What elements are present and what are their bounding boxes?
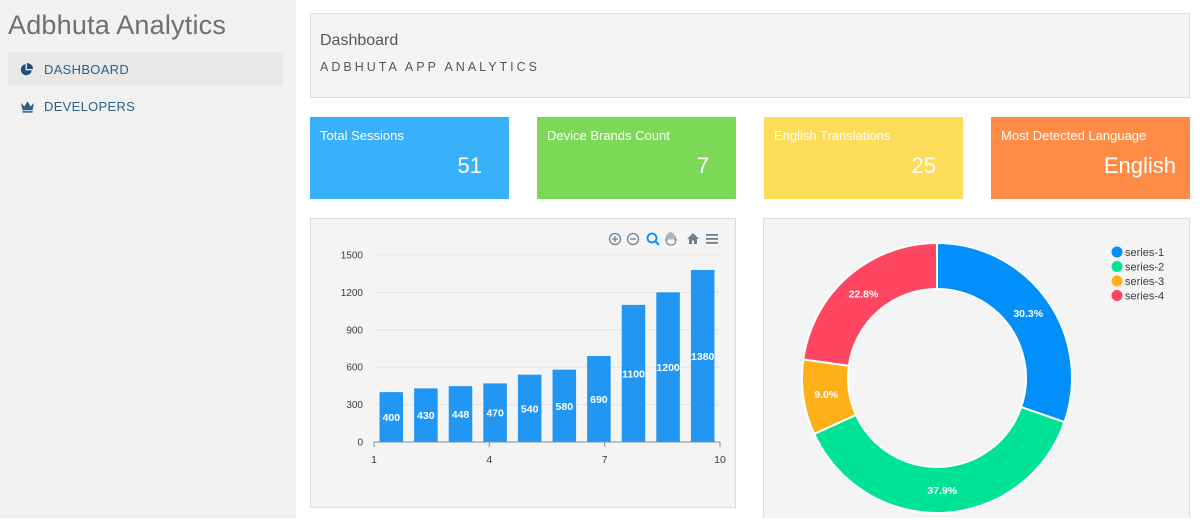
stat-value: 25 [911,153,936,178]
stat-card-total-sessions: Total Sessions 51 [310,117,509,199]
stat-card-device-brands: Device Brands Count 7 [537,117,736,199]
donut-data-label: 37.9% [927,485,957,497]
stat-value: 7 [696,153,709,178]
legend-label: series-3 [1125,276,1164,288]
x-tick-label: 1 [371,454,377,466]
zoom-in-icon[interactable] [608,232,622,246]
legend-item-series-3[interactable]: series-3 [1111,275,1165,289]
home-icon[interactable] [687,233,699,244]
y-tick-label: 1500 [341,251,364,262]
pie-chart-icon [20,62,40,76]
bar[interactable] [621,304,646,442]
y-tick-label: 900 [346,325,363,336]
sidebar: Adbhuta Analytics DASHBOARD DEVELOPERS [0,0,296,518]
bar-data-label: 470 [486,408,504,420]
bar[interactable] [656,292,680,442]
legend-item-series-2[interactable]: series-2 [1111,261,1165,274]
donut-slice-series-4[interactable] [802,241,938,367]
legend-item-series-1[interactable]: series-1 [1111,246,1165,260]
legend-label: series-1 [1125,247,1164,259]
bar-chart: 1500 1200 900 600 300 0 400 430 448 470 540 580 690… [341,231,726,466]
legend-marker [1111,290,1123,301]
bar[interactable] [448,386,473,442]
legend-item-series-4[interactable]: series-4 [1111,290,1165,303]
pan-hand-icon[interactable] [665,231,677,246]
legend-marker [1111,261,1123,272]
menu-icon[interactable] [706,234,718,244]
stat-value: 51 [457,153,482,178]
donut-data-label: 22.8% [849,289,879,301]
stat-card-most-detected-language: Most Detected Language English [991,117,1190,199]
bar-data-label: 400 [383,412,401,424]
stat-card-english-translations: English Translations 25 [764,117,963,199]
x-tick-label: 10 [714,454,726,466]
y-tick-label: 300 [346,400,363,411]
bar-data-label: 430 [417,410,435,422]
bar[interactable] [414,388,438,442]
page-title: Dashboard [320,32,399,49]
bar[interactable] [517,374,542,442]
crown-icon [20,100,40,113]
bar-data-label: 1100 [622,368,645,380]
app-title: Adbhuta Analytics [8,10,227,40]
page-subtitle: ADBHUTA APP ANALYTICS [320,60,541,74]
y-tick-label: 1200 [341,288,364,299]
donut-data-label: 9.0% [814,389,839,401]
legend-marker [1111,275,1123,287]
legend-marker [1111,246,1123,258]
donut-slice-series-1[interactable] [936,241,1073,424]
bar-data-label: 1200 [656,362,680,374]
donut-slice-series-2[interactable] [812,405,1066,514]
zoom-out-icon[interactable] [626,232,640,246]
dashboard-header: Dashboard ADBHUTA APP ANALYTICS [310,13,1190,98]
bar-data-label: 448 [452,409,470,421]
x-tick-label: 4 [486,454,492,466]
selection-zoom-icon[interactable] [646,232,660,246]
y-tick-label: 0 [357,438,363,449]
stat-label: Device Brands Count [547,128,670,143]
bar[interactable] [379,392,404,442]
legend-label: series-2 [1125,262,1164,274]
bar-data-label: 580 [556,401,574,413]
nav-label-developers: DEVELOPERS [44,98,136,114]
stat-value: English [1103,153,1176,178]
x-tick-label: 7 [602,454,608,466]
donut-chart: 30.3% 37.9% 9.0% 22.8% series-1 series-2 seri… [801,241,1165,514]
nav-item-dashboard[interactable]: DASHBOARD [8,52,283,86]
stat-label: English Translations [774,128,891,143]
bar[interactable] [552,369,577,442]
donut-data-label: 30.3% [1013,308,1043,320]
nav-item-developers[interactable]: DEVELOPERS [8,89,283,123]
bar-data-label: 540 [521,403,539,415]
bar-data-label: 1380 [691,351,715,363]
bar[interactable] [483,383,507,442]
stat-label: Total Sessions [320,128,404,143]
y-tick-label: 600 [346,363,363,374]
bar-chart-card: 1500 1200 900 600 300 0 400 430 448 470 540 580 690… [310,218,736,508]
stat-label: Most Detected Language [1001,128,1147,143]
bar-data-label: 690 [590,394,608,406]
bar[interactable] [690,269,715,442]
bar[interactable] [587,355,611,442]
legend-label: series-4 [1125,291,1164,303]
donut-chart-card: 30.3% 37.9% 9.0% 22.8% series-1 series-2 seri… [763,218,1190,518]
nav-label-dashboard: DASHBOARD [44,61,130,77]
